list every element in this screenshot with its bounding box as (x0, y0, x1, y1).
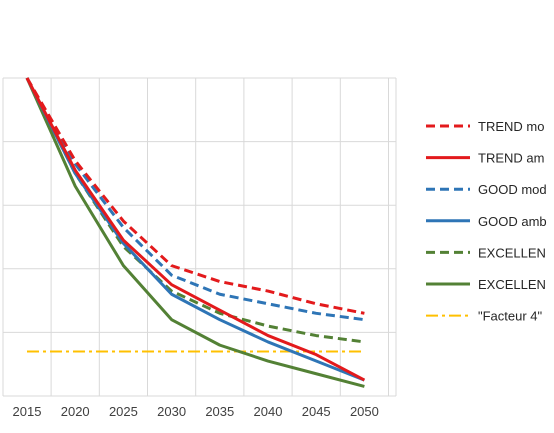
plot-grid (2, 77, 397, 397)
series-line-4 (25, 77, 365, 382)
x-tick-label: 2025 (109, 404, 138, 419)
series-lines (25, 77, 366, 388)
series-line-3 (25, 77, 365, 322)
series-line-1 (25, 77, 365, 315)
x-tick-label: 2015 (13, 404, 42, 419)
x-tick-label: 2020 (61, 404, 90, 419)
series-line-2 (25, 77, 366, 382)
x-tick-label: 2030 (157, 404, 186, 419)
x-axis-ticks: 2015 2020 2025 2030 2035 2040 2045 2050 (13, 404, 379, 419)
x-tick-label: 2050 (350, 404, 379, 419)
x-tick-label: 2045 (302, 404, 331, 419)
legend-label: EXCELLEN (478, 277, 546, 292)
series-line-5 (25, 77, 365, 344)
legend-label: "Facteur 4" (478, 309, 543, 324)
x-tick-label: 2035 (205, 404, 234, 419)
legend-label: TREND am (478, 151, 544, 166)
legend: TREND mo TREND am GOOD mod GOOD amb EXCELLEN… (426, 119, 547, 324)
legend-label: GOOD amb (478, 214, 547, 229)
series-line-6 (25, 77, 365, 388)
legend-label: TREND mo (478, 119, 544, 134)
legend-label: EXCELLEN (478, 245, 546, 260)
legend-label: GOOD mod (478, 182, 547, 197)
x-tick-label: 2040 (254, 404, 283, 419)
